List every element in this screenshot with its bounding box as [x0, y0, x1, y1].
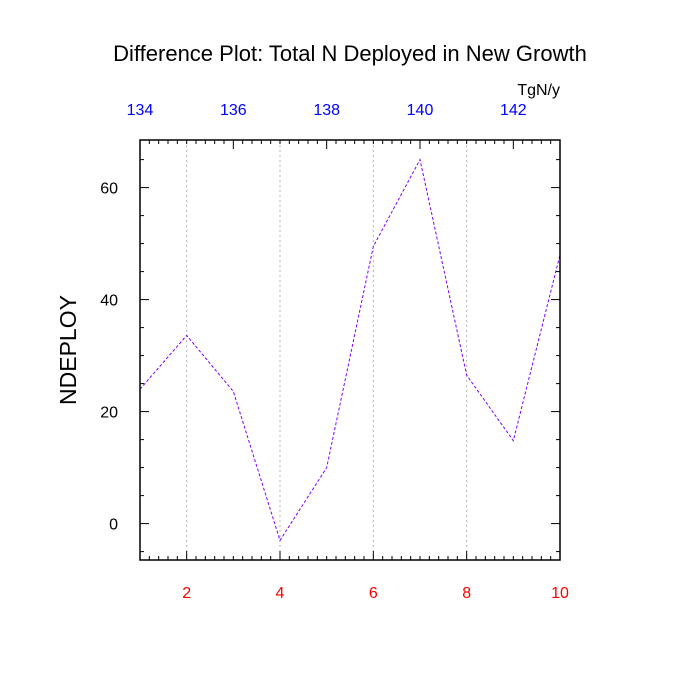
- y-axis-label: NDEPLOY: [55, 295, 81, 405]
- x-tick-label: 6: [369, 585, 378, 602]
- y-tick-label: 20: [100, 405, 118, 422]
- top-tick-label: 136: [220, 102, 247, 119]
- top-tick-label: 140: [407, 102, 434, 119]
- x-tick-label: 2: [182, 585, 191, 602]
- x-tick-label: 4: [276, 585, 285, 602]
- y-tick-label: 0: [109, 517, 118, 534]
- axes: 2 4 6 8 10 134 136 138 140 142 0 20 40 60: [100, 102, 569, 602]
- x-tick-label: 10: [551, 585, 569, 602]
- x-tick-label: 8: [462, 585, 471, 602]
- units-label: TgN/y: [517, 82, 560, 99]
- y-tick-label: 60: [100, 181, 118, 198]
- series-line: [139, 158, 561, 542]
- plot-frame: [139, 139, 561, 561]
- y-tick-label: 40: [100, 293, 118, 310]
- chart-title: Difference Plot: Total N Deployed in New…: [113, 41, 587, 66]
- top-tick-label: 142: [500, 102, 527, 119]
- series-layer: [139, 158, 561, 542]
- top-tick-label: 138: [313, 102, 340, 119]
- grid: [186, 140, 468, 560]
- top-tick-label: 134: [127, 102, 154, 119]
